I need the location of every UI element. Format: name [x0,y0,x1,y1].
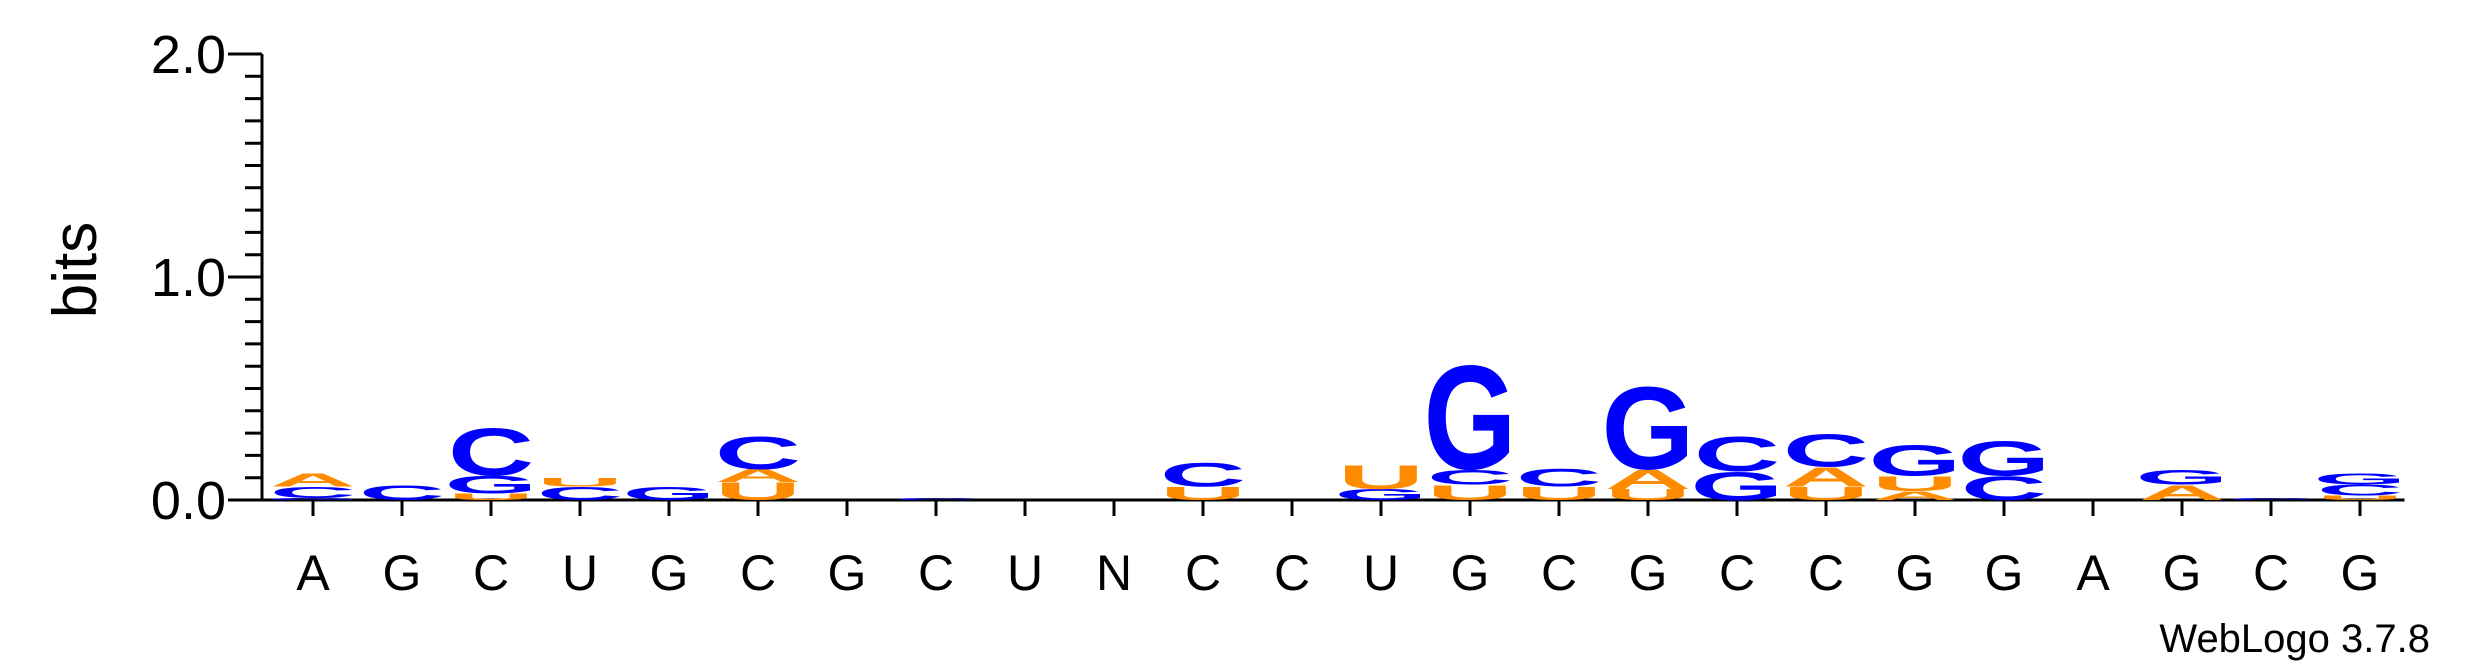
y-tick-label: 1.0 [151,248,226,308]
logo-glyph: U [537,475,623,489]
x-tick-label: C [918,545,954,601]
x-tick-label: C [1185,545,1221,601]
y-tick-label: 2.0 [151,25,226,85]
y-axis: 0.0 1.0 2.0 [151,25,264,531]
logo-glyph: A [1872,489,1958,503]
logo-glyph: U [715,478,801,506]
x-tick-label: G [1896,545,1935,601]
logo-glyph: C [1427,465,1513,489]
logo-glyph: G [1869,437,1962,485]
x-tick-label: G [1985,545,2024,601]
logo-glyph: C [1160,456,1246,494]
logo-glyph: U [1427,481,1513,505]
logo-glyph: C [1516,465,1602,493]
logo-glyph: C [893,497,979,500]
x-tick-label: A [296,545,330,601]
x-tick-label: C [1541,545,1577,601]
logo-glyph: A [1783,462,1869,493]
logo-glyph: G [267,497,360,500]
logo-glyph: G [2314,471,2407,488]
x-tick-label: C [740,545,776,601]
y-tick-label: 0.0 [151,471,226,531]
logo-glyph: U [1872,472,1958,496]
logo-glyph: C [270,484,356,501]
logo-glyph: G [2136,465,2229,489]
logo-glyph: G [445,471,538,499]
x-tick-label: U [1007,545,1043,601]
logo-glyph: G [623,483,716,504]
logo-glyph: C [2228,497,2314,500]
x-tick-label: G [2163,545,2202,601]
x-tick-label: G [1629,545,1668,601]
logo-glyph: C [1961,469,2047,507]
logo-glyph: G [1424,334,1517,500]
x-tick-label: C [1719,545,1755,601]
logo-glyph: U [1338,458,1424,496]
x-tick-label: G [828,545,867,601]
x-tick-label: G [1451,545,1490,601]
x-tick-label: U [562,545,598,601]
logo-glyph: G [1691,463,1784,508]
x-tick-label: C [1274,545,1310,601]
x-tick-label: A [2076,545,2110,601]
logo-glyph: C [359,481,445,505]
logo-glyph: U [1160,483,1246,504]
x-tick-label: C [2253,545,2289,601]
logo-glyph: C [1694,427,1780,482]
logo-glyph: C [537,483,623,504]
logo-glyph: C [448,414,534,490]
logo-glyph: G [1958,431,2051,486]
logo-glyph: C [715,427,801,479]
logo-glyph: U [448,492,534,502]
logo-glyph: U [1516,483,1602,504]
logo-glyph: G [1602,364,1695,495]
y-axis-label: bits [41,222,110,318]
weblogo-credit: WebLogo 3.7.8 [2159,617,2430,661]
x-tick-label: G [2341,545,2380,601]
logo-glyph: U [2317,494,2403,501]
x-tick-label: C [1808,545,1844,601]
x-tick-label: C [473,545,509,601]
logo-glyph: A [715,466,801,487]
logo-glyph: C [1783,425,1869,477]
x-tick-label: N [1096,545,1132,601]
logo-glyph: C [2317,482,2403,499]
logo-glyph: A [1605,464,1691,495]
logo-glyph: G [1335,486,1428,503]
x-tick-label: U [1363,545,1399,601]
x-tick-label: G [383,545,422,601]
logo-glyph: U [1783,483,1869,504]
logo-glyph: A [2139,481,2225,505]
x-tick-label: G [650,545,689,601]
logo-glyph: U [1605,486,1691,503]
logo-glyph: A [270,470,356,491]
